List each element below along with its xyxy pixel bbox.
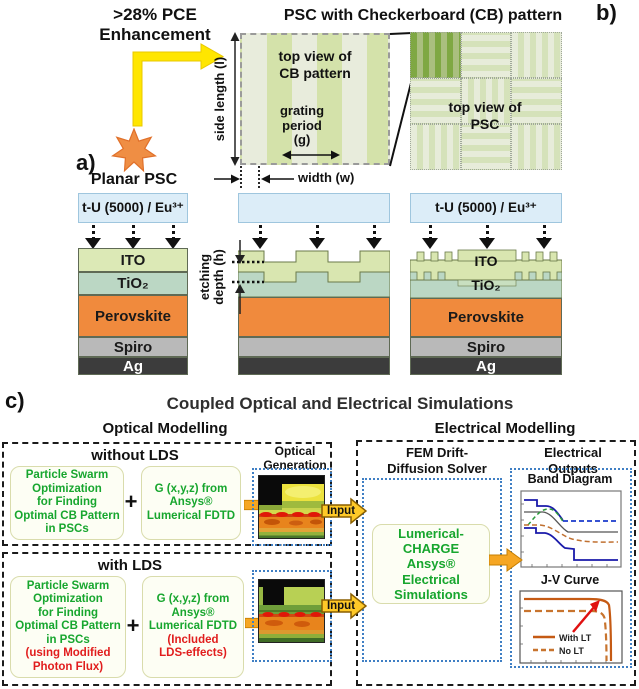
- light-arrow-icon: [422, 225, 438, 249]
- psc-top-view-label: top view of PSC: [448, 99, 522, 132]
- cb-pattern-square: [240, 33, 390, 165]
- pso-box-without: Particle Swarm Optimization for Finding …: [10, 466, 124, 540]
- electrical-modelling-box: [356, 440, 636, 686]
- fdtd-box-with-green-text: G (x,y,z) from Ansys® Lumerical FDTD: [148, 593, 238, 633]
- etching-depth-label: etching depth (h): [196, 249, 226, 305]
- layer-ag-a: Ag: [78, 357, 188, 375]
- width-annotation-arrows: [214, 166, 294, 190]
- optical-generation-frame-with: [252, 570, 332, 662]
- optical-modelling-heading: Optical Modelling: [102, 420, 228, 437]
- light-arrow-icon: [366, 225, 382, 249]
- jv-legend-with-lt: With LT: [559, 633, 592, 643]
- sun-star-icon: [111, 128, 157, 173]
- grating-period-label: grating period (g): [279, 102, 325, 148]
- light-arrow-icon: [479, 225, 495, 249]
- tio2-label-c: TiO₂: [471, 277, 501, 293]
- pso-box-with-green-text: Particle Swarm Optimization for Finding …: [15, 579, 121, 646]
- layer-tio2-a: TiO₂: [78, 272, 188, 295]
- fem-solver-frame: [362, 478, 502, 662]
- flow-arrow-icon: [489, 548, 523, 572]
- panel-a-title: Planar PSC: [90, 171, 178, 188]
- cb-cell: [460, 78, 512, 124]
- lds-layer-box-a: t-U (5000) / Eu³⁺: [78, 193, 188, 223]
- input-arrow-with: Input: [321, 592, 368, 620]
- optical-generation-heatmap-without: [258, 475, 325, 539]
- cb-cell: [511, 78, 562, 124]
- panel-b-title: PSC with Checkerboard (CB) pattern: [283, 7, 563, 24]
- cb-cell: [511, 124, 562, 170]
- light-arrow-icon: [536, 225, 552, 249]
- side-length-arrow: [230, 32, 240, 166]
- pso-box-with-red-text: (using Modified Photon Flux): [25, 647, 111, 673]
- side-length-label: side length (l): [211, 56, 227, 142]
- width-label: width (w): [298, 170, 355, 185]
- layer-perovskite-a: Perovskite: [78, 295, 188, 337]
- layer-ag-c: Ag: [410, 357, 562, 375]
- cb-cell: [460, 124, 512, 170]
- light-arrow-icon: [252, 225, 268, 249]
- layer-spiro-b: [238, 337, 390, 357]
- input-label: Input: [326, 505, 356, 517]
- etching-depth-arrows: [232, 240, 264, 314]
- cb-cell: [410, 78, 461, 124]
- panel-a-label: a): [76, 150, 96, 175]
- grating-period-arrow: [282, 150, 340, 160]
- light-arrow-icon: [165, 225, 181, 249]
- jv-curve-label: J-V Curve: [540, 573, 600, 587]
- zoom-connector-lines: [389, 32, 413, 167]
- cb-cell-highlighted: [410, 32, 461, 78]
- light-arrow-icon: [309, 225, 325, 249]
- pso-box-without-text: Particle Swarm Optimization for Finding …: [14, 469, 120, 536]
- light-arrow-icon: [125, 225, 141, 249]
- layer-spiro-a: Spiro: [78, 337, 188, 357]
- cb-cell: [511, 32, 562, 78]
- without-lds-heading: without LDS: [91, 447, 179, 464]
- ito-label-c: ITO: [474, 253, 498, 269]
- light-arrow-icon: [85, 225, 101, 249]
- band-diagram-plot: [520, 490, 622, 568]
- input-label: Input: [326, 600, 356, 612]
- fdtd-box-without: G (x,y,z) from Ansys® Lumerical FDTD: [141, 466, 241, 540]
- panel-c-label: c): [5, 388, 25, 413]
- cb-cell: [460, 32, 512, 78]
- charge-box: Lumerical-CHARGE Ansys® Electrical Simul…: [372, 524, 490, 604]
- plus-sign: +: [124, 489, 138, 514]
- layer-perovskite-b: [238, 297, 390, 337]
- lds-layer-box-b: [238, 193, 390, 223]
- with-lds-heading: with LDS: [97, 557, 163, 574]
- electrical-modelling-heading: Electrical Modelling: [434, 420, 576, 437]
- input-arrow-without: Input: [321, 497, 368, 525]
- charge-box-text: Lumerical-CHARGE Ansys® Electrical Simul…: [394, 525, 468, 602]
- layer-perovskite-c: Perovskite: [410, 298, 562, 337]
- jv-legend-no-lt: No LT: [559, 646, 584, 656]
- jv-curve-plot: With LT No LT: [519, 590, 623, 664]
- layer-spiro-c: Spiro: [410, 337, 562, 357]
- layer-ito-a: ITO: [78, 248, 188, 272]
- plus-sign: +: [126, 613, 140, 638]
- cb-square-label: top view of CB pattern: [278, 48, 352, 81]
- panel-b-label: b): [596, 0, 617, 25]
- enhancement-arrow: [132, 43, 225, 127]
- cb-cell: [410, 124, 461, 170]
- optical-generation-heatmap-with: [258, 579, 325, 643]
- panel-c-title: Coupled Optical and Electrical Simulatio…: [166, 394, 514, 413]
- lds-layer-box-c: t-U (5000) / Eu³⁺: [410, 193, 562, 223]
- fem-solver-heading: FEM Drift- Diffusion Solver: [387, 444, 487, 476]
- layer-ag-b: [238, 357, 390, 375]
- etched-ito-tio2-c: [410, 249, 562, 298]
- band-diagram-label: Band Diagram: [527, 472, 613, 486]
- fdtd-box-without-text: G (x,y,z) from Ansys® Lumerical FDTD: [146, 482, 236, 522]
- fdtd-box-with: G (x,y,z) from Ansys® Lumerical FDTD (In…: [142, 576, 244, 678]
- pso-box-with: Particle Swarm Optimization for Finding …: [10, 576, 126, 678]
- psc-checkerboard: [410, 32, 562, 170]
- pce-enhancement-label: >28% PCE Enhancement: [99, 4, 211, 44]
- fdtd-box-with-red-text: (Included LDS-effects): [159, 633, 227, 660]
